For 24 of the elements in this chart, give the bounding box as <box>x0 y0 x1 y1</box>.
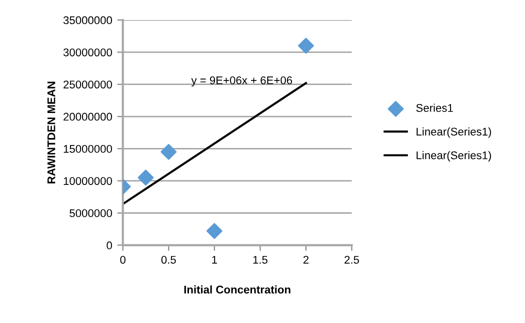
y-tick-label: 5000000 <box>70 209 112 218</box>
legend-label: Linear(Series1) <box>416 151 492 162</box>
x-tick-label: 1 <box>212 256 217 264</box>
point <box>298 38 314 54</box>
x-tick-label: 2 <box>303 256 308 264</box>
x-tick-label: 0 <box>120 256 126 264</box>
y-tick-label: 30000000 <box>63 48 112 56</box>
y-tick-label: 10000000 <box>64 177 112 185</box>
point <box>138 170 154 186</box>
y-tick-label: 15000000 <box>64 144 112 153</box>
y-tick-label: 20000000 <box>64 112 112 121</box>
y-tick-label: 0 <box>106 241 112 250</box>
annotation: y = 9E+06x + 6E+06 <box>191 76 292 86</box>
legend-label: Linear(Series1) <box>416 127 492 138</box>
point <box>206 223 222 239</box>
point <box>160 144 177 160</box>
x-tick-label: 1.5 <box>253 256 268 264</box>
x-axis-title: Initial Concentration <box>184 285 290 294</box>
legend-label: Series1 <box>416 104 453 112</box>
y-tick-label: 25000000 <box>64 80 112 88</box>
x-tick-label: 0.5 <box>161 256 176 264</box>
y-tick-label: 35000000 <box>63 16 112 24</box>
y-axis-title: RAWINTDEN MEAN <box>48 82 56 184</box>
x-tick-label: 2.5 <box>344 256 360 264</box>
